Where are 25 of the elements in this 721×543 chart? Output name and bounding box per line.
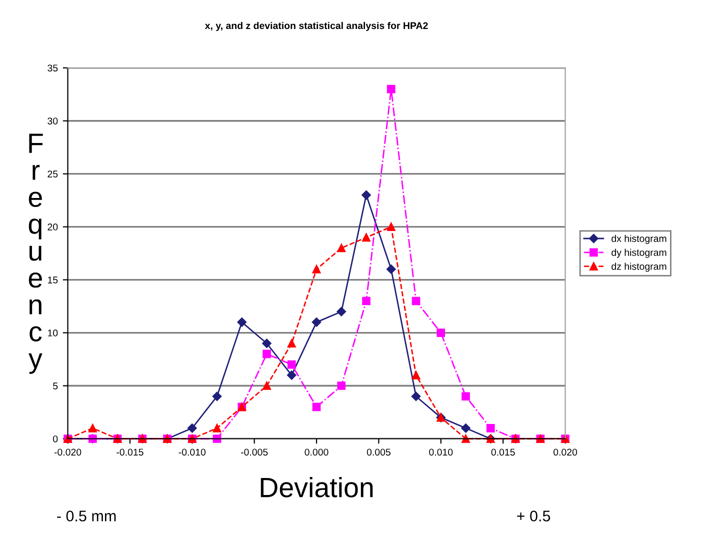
text: Frequency <box>28 134 43 374</box>
x-tick-label: 0.005 <box>366 448 390 456</box>
y-tick-label: 0 <box>53 435 58 442</box>
chart-title: x, y, and z deviation statistical analysis for HPA2 <box>204 22 428 32</box>
x-axis-title: Deviation <box>260 476 373 498</box>
x-tick-label: -0.005 <box>240 448 268 456</box>
y-tick-label: 10 <box>48 330 58 336</box>
text: + 0.5 <box>517 510 550 522</box>
y-tick-label: 15 <box>48 276 58 284</box>
y-tick-label: 5 <box>53 382 58 390</box>
legend-label: dy histogram <box>612 248 666 258</box>
x-tick-label: 0.010 <box>429 448 453 456</box>
x-tick-label: -0.020 <box>54 448 82 456</box>
text: - 0.5 mm <box>57 510 116 522</box>
x-tick-label: -0.015 <box>116 448 144 456</box>
legend-label: dx histogram <box>612 234 666 244</box>
x-tick-label: 0.000 <box>304 448 328 456</box>
legend-label: dz histogram <box>612 262 666 272</box>
y-tick-label: 30 <box>48 118 58 124</box>
y-tick-label: 35 <box>48 64 58 72</box>
y-tick-label: 25 <box>48 170 58 178</box>
x-tick-label: -0.010 <box>178 448 206 456</box>
x-tick-label: 0.015 <box>491 448 515 456</box>
x-tick-label: 0.020 <box>553 448 578 456</box>
y-tick-label: 20 <box>48 224 58 230</box>
